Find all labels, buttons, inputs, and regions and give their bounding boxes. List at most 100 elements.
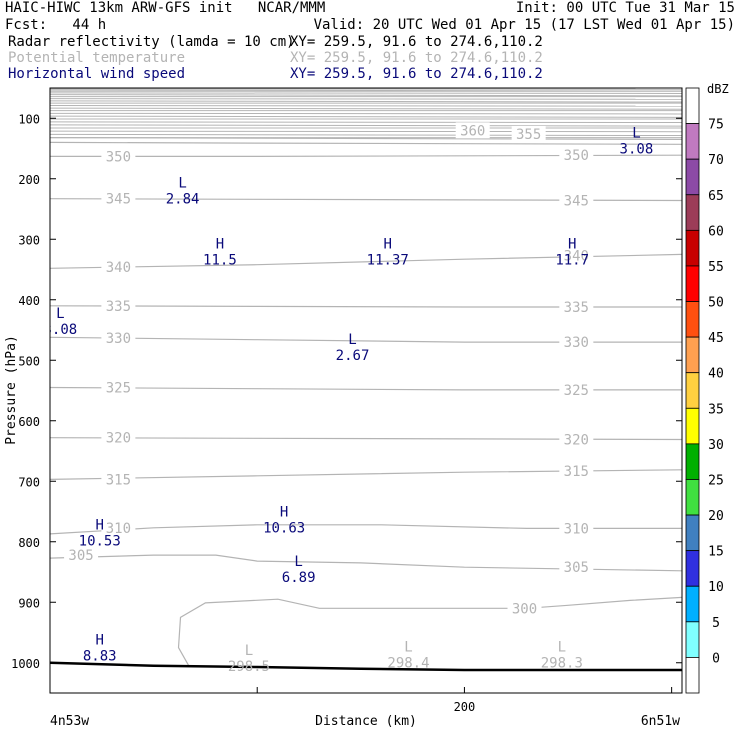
theta-contour-label: 360 [460, 123, 485, 139]
wind-extremum-marker: L [632, 126, 640, 142]
theta-contour-label: 330 [564, 335, 589, 351]
colorbar-level-label: 40 [708, 367, 724, 382]
field-xy-wind: XY= 259.5, 91.6 to 274.6,110.2 [290, 66, 543, 82]
theta-contour-label-bg [101, 297, 136, 314]
y-tick-label: 500 [18, 354, 40, 368]
y-tick-label: 800 [18, 536, 40, 550]
theta-contour-label-bg [101, 519, 136, 536]
colorbar-segment [685, 407, 700, 445]
theta-contour-label-bg [101, 429, 136, 446]
wind-extremum-value: 2.67 [336, 348, 370, 364]
wind-extremum-marker: H [216, 236, 224, 252]
theta-extremum-value: 298.4 [387, 656, 429, 672]
colorbar-level-label: 75 [708, 118, 724, 133]
x-tick-label: 200 [454, 700, 476, 714]
theta-contour-label: 310 [106, 521, 131, 537]
theta-contour-label: 310 [564, 521, 589, 537]
top-band-line [50, 133, 682, 137]
theta-contour-label-bg [559, 462, 594, 479]
theta-contour-label: 350 [106, 149, 131, 165]
forecast-hour: Fcst: 44 h [5, 17, 107, 33]
theta-contour-label: 320 [106, 431, 131, 447]
wind-extremum-value: 3.08 [44, 322, 78, 338]
colorbar-level-label: 35 [708, 402, 724, 417]
wind-extremum-marker: L [178, 175, 186, 191]
wind-extremum-marker: H [96, 633, 104, 649]
wind-extremum-marker: L [294, 554, 302, 570]
theta-contour-label-bg [101, 471, 136, 488]
colorbar-segment [685, 443, 700, 480]
wind-extremum-marker: L [56, 306, 64, 322]
theta-contour-label-bg [101, 190, 136, 207]
theta-contour-label-bg [559, 431, 594, 448]
top-band-line [50, 112, 682, 115]
theta-extremum-marker: L [404, 640, 412, 656]
colorbar-segment [685, 194, 700, 231]
colorbar-segment [685, 158, 700, 196]
theta-contour-label-bg [559, 192, 594, 209]
theta-contour-label: 315 [564, 464, 589, 480]
colorbar-segment [685, 229, 700, 267]
theta-contour-label: 335 [564, 300, 589, 316]
wind-extremum-value: 3.08 [620, 142, 654, 158]
wind-extremum-marker: L [348, 332, 356, 348]
theta-contour-label-bg [101, 259, 136, 276]
theta-contour-label: 335 [106, 299, 131, 315]
colorbar-segment [685, 514, 700, 552]
theta-contour-label: 320 [564, 433, 589, 449]
theta-contour-label-bg [559, 247, 594, 264]
theta-contour-label-bg [559, 559, 594, 576]
colorbar-level-label: 5 [712, 616, 720, 631]
y-tick-label: 300 [18, 233, 40, 247]
colorbar-level-label: 45 [708, 331, 724, 346]
colorbar-segment [685, 265, 700, 302]
theta-contour-label-bg [455, 122, 490, 139]
field-xy-reflectivity: XY= 259.5, 91.6 to 274.6,110.2 [290, 34, 543, 50]
colorbar-level-label: 25 [708, 473, 724, 488]
theta-extremum-value: 298.5 [228, 659, 270, 675]
theta-contour-label: 305 [564, 560, 589, 576]
y-axis-label: Pressure (hPa) [4, 335, 19, 445]
surface-line-group [49, 661, 682, 672]
theta-contour-label: 340 [564, 249, 589, 265]
valid-time: Valid: 20 UTC Wed 01 Apr 15 (17 LST Wed … [313, 17, 735, 33]
top-band-line [50, 94, 682, 97]
colorbar-level-label: 65 [708, 189, 724, 204]
colorbar-level-label: 15 [708, 545, 724, 560]
theta-contour-label-bg [559, 147, 594, 164]
plot-frame [49, 87, 683, 694]
colorbar-segment [685, 621, 700, 658]
colorbar-level-label: 60 [708, 224, 724, 239]
theta-contour-label: 340 [106, 260, 131, 276]
y-tick-label: 1000 [11, 657, 40, 671]
surface-pressure-line [49, 661, 682, 672]
top-band-line [50, 88, 682, 90]
colorbar-segment [685, 336, 700, 374]
theta-extremum-value: 298.3 [541, 656, 583, 672]
y-tick-label: 900 [18, 596, 40, 610]
wind-extremum-value: 2.84 [166, 191, 200, 207]
field-label-theta: Potential temperature [8, 50, 186, 66]
theta-contour-label: 300 [512, 601, 537, 617]
theta-contour-label: 345 [106, 192, 131, 208]
colorbar-unit-label: dBZ [707, 82, 729, 96]
wind-extremum-value: 8.83 [83, 649, 117, 665]
theta-contour-label: 305 [68, 548, 93, 564]
wind-extremum-marker: H [384, 236, 392, 252]
colorbar-level-label: 70 [708, 153, 724, 168]
colorbar-segment [685, 585, 700, 623]
wind-extremum-marker: H [568, 236, 576, 252]
theta-contour-label: 325 [106, 380, 131, 396]
theta-contour-310 [50, 524, 682, 535]
theta-contour-label-bg [559, 381, 594, 398]
top-band-line [50, 124, 682, 127]
wind-extremum-value: 6.89 [282, 570, 316, 586]
theta-contour-360 [50, 137, 682, 140]
theta-contour-label: 325 [564, 383, 589, 399]
theta-contour-label: 315 [106, 472, 131, 488]
colorbar-level-label: 50 [708, 296, 724, 311]
colorbar-level-label: 55 [708, 260, 724, 275]
top-band-line [50, 92, 682, 94]
